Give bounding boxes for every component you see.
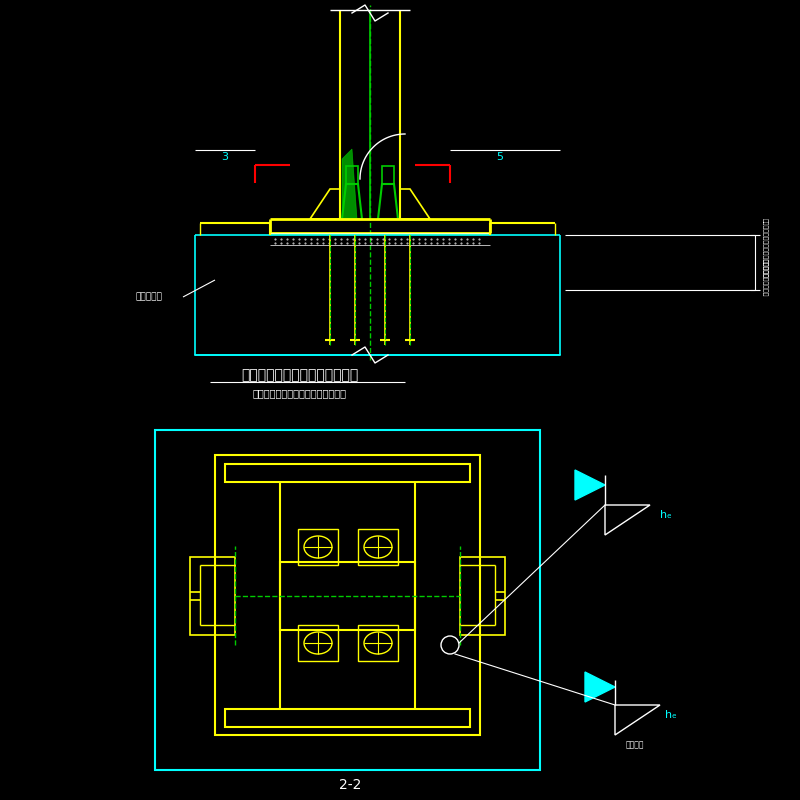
Text: 2-2: 2-2: [339, 778, 361, 792]
Polygon shape: [585, 672, 615, 702]
Polygon shape: [342, 149, 357, 219]
Text: 外露式柱脚抗剪键的设置（二）: 外露式柱脚抗剪键的设置（二）: [242, 368, 358, 382]
Bar: [358, 625, 398, 661]
Bar: [280, 562, 415, 630]
Text: 注：可用工字形钢、槽形钢或角钢。: 注：可用工字形钢、槽形钢或角钢。: [253, 388, 347, 398]
Bar: [358, 529, 398, 565]
Text: 抗剪承压面: 抗剪承压面: [135, 293, 162, 302]
Text: 3: 3: [222, 152, 229, 162]
Bar: [346, 166, 358, 184]
Bar: [298, 529, 338, 565]
Bar: [215, 455, 480, 735]
Bar: [460, 557, 505, 635]
Bar: [225, 709, 470, 727]
Polygon shape: [575, 470, 605, 500]
Text: 截面位置: 截面位置: [626, 741, 644, 750]
Text: 5: 5: [497, 152, 503, 162]
Text: 抗剪键构件的截面尺寸由计算来确定: 抗剪键构件的截面尺寸由计算来确定: [762, 218, 767, 278]
Text: 抗剪键构件的置入深度: 抗剪键构件的置入深度: [762, 258, 767, 296]
Bar: [298, 625, 338, 661]
Bar: [382, 166, 394, 184]
Text: hₑ: hₑ: [660, 510, 672, 520]
Bar: [155, 430, 540, 770]
Text: hₑ: hₑ: [665, 710, 677, 720]
Bar: [190, 557, 235, 635]
Bar: [225, 464, 470, 482]
